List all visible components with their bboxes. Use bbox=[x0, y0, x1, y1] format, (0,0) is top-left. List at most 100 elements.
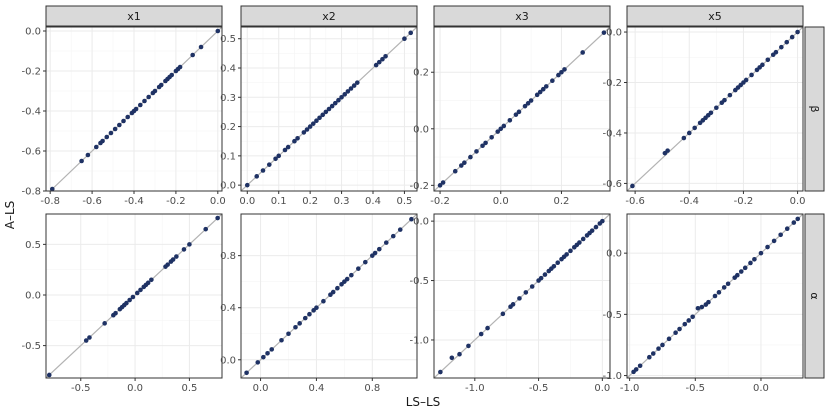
data-point bbox=[500, 311, 506, 317]
data-point bbox=[666, 336, 672, 342]
points bbox=[244, 216, 414, 376]
data-point bbox=[540, 86, 546, 92]
data-point bbox=[480, 143, 485, 149]
column-strip-bg bbox=[45, 5, 223, 27]
data-point bbox=[348, 86, 354, 91]
data-point bbox=[87, 335, 92, 340]
data-point bbox=[215, 215, 220, 221]
y-tick-label: 0.4 bbox=[220, 303, 236, 314]
x-tick-label: 0.4 bbox=[365, 196, 381, 207]
data-point bbox=[478, 331, 484, 337]
y-tick-label: 0.4 bbox=[220, 64, 236, 75]
x-tick-label: -0.5 bbox=[686, 383, 706, 394]
data-point bbox=[462, 160, 467, 166]
column-strip-bg bbox=[433, 5, 611, 27]
data-point bbox=[317, 115, 322, 121]
data-point bbox=[279, 337, 284, 343]
data-point bbox=[633, 367, 639, 372]
data-point bbox=[127, 297, 132, 303]
panel-x3-row1: -1.0 -0.5 0.0 -1.0 -0.5 0.0 bbox=[409, 213, 611, 394]
data-point bbox=[376, 246, 382, 252]
panel-x5-row1: -1.0 -0.5 0.0 -1.0 -0.5 0.0 bbox=[602, 213, 804, 394]
data-point bbox=[261, 354, 266, 360]
data-point bbox=[438, 369, 443, 375]
data-point bbox=[93, 144, 99, 150]
panel-border bbox=[433, 213, 611, 379]
x-tick-label: 0.0 bbox=[127, 383, 143, 394]
data-point bbox=[522, 103, 528, 109]
data-point bbox=[495, 129, 501, 134]
data-point bbox=[564, 252, 569, 257]
column-strip-label: x2 bbox=[322, 10, 336, 23]
y-tick-label: 0.3 bbox=[220, 93, 236, 104]
points bbox=[437, 30, 607, 188]
data-point bbox=[784, 226, 790, 231]
data-point bbox=[727, 92, 733, 98]
strips-layer: x1 x2 x3 x5 β α bbox=[45, 5, 825, 379]
y-tick-label: -1.0 bbox=[409, 335, 429, 346]
data-point bbox=[542, 272, 548, 277]
data-point bbox=[265, 350, 270, 356]
data-point bbox=[537, 89, 543, 95]
x-tick-label: -1.0 bbox=[465, 383, 485, 394]
points bbox=[46, 215, 220, 378]
y-tick-label: 0.2 bbox=[220, 122, 236, 133]
data-point bbox=[459, 163, 464, 168]
data-point bbox=[510, 302, 516, 307]
data-point bbox=[466, 343, 471, 349]
y-tick-label: -0.4 bbox=[21, 107, 41, 118]
x-tick-label: 0.5 bbox=[396, 196, 412, 207]
data-point bbox=[301, 130, 307, 135]
data-point bbox=[543, 84, 549, 89]
data-point bbox=[332, 100, 338, 106]
data-point bbox=[637, 363, 643, 369]
points bbox=[438, 218, 605, 375]
column-strip-label: x1 bbox=[127, 10, 141, 23]
data-point bbox=[778, 232, 783, 238]
data-point bbox=[516, 109, 522, 115]
y-tick-label: -0.5 bbox=[409, 276, 429, 287]
y-tick-label: 0.0 bbox=[25, 27, 41, 38]
data-point bbox=[125, 114, 131, 120]
data-point bbox=[282, 147, 288, 153]
data-point bbox=[483, 140, 488, 146]
x-tick-label: -0.8 bbox=[40, 196, 60, 207]
y-tick-label: -0.5 bbox=[21, 341, 41, 352]
data-point bbox=[342, 92, 348, 97]
data-point bbox=[556, 72, 561, 78]
row-strip-bg bbox=[804, 26, 825, 192]
x-tick-label: 0.5 bbox=[181, 383, 197, 394]
data-point bbox=[468, 154, 473, 160]
data-point bbox=[725, 281, 731, 287]
x-tick-label: -0.6 bbox=[625, 196, 645, 207]
data-point bbox=[383, 53, 388, 59]
data-point bbox=[285, 144, 291, 150]
data-point bbox=[714, 105, 719, 111]
data-point bbox=[656, 346, 661, 351]
y-tick-label: -0.4 bbox=[602, 128, 622, 139]
x-tick-label: -0.5 bbox=[529, 383, 549, 394]
data-point bbox=[708, 110, 714, 116]
data-point bbox=[169, 72, 175, 78]
data-point bbox=[329, 103, 335, 109]
data-point bbox=[187, 242, 192, 247]
data-point bbox=[682, 321, 688, 327]
column-strip-bg bbox=[626, 5, 804, 27]
data-point bbox=[152, 88, 158, 94]
y-tick-label: 0.0 bbox=[606, 249, 622, 260]
row-strip-bg bbox=[804, 213, 825, 379]
data-point bbox=[117, 122, 122, 128]
data-point bbox=[302, 315, 308, 321]
data-point bbox=[137, 102, 143, 108]
data-point bbox=[130, 294, 136, 300]
data-point bbox=[673, 330, 678, 336]
data-point bbox=[244, 182, 250, 188]
data-point bbox=[437, 183, 443, 188]
data-point bbox=[474, 149, 479, 154]
column-strip-x1: x1 bbox=[45, 5, 223, 27]
data-point bbox=[174, 254, 179, 259]
x-tick-label: 0.0 bbox=[493, 196, 509, 207]
data-point bbox=[721, 285, 727, 290]
y-tick-label: 0.0 bbox=[25, 290, 41, 301]
data-point bbox=[121, 118, 126, 124]
